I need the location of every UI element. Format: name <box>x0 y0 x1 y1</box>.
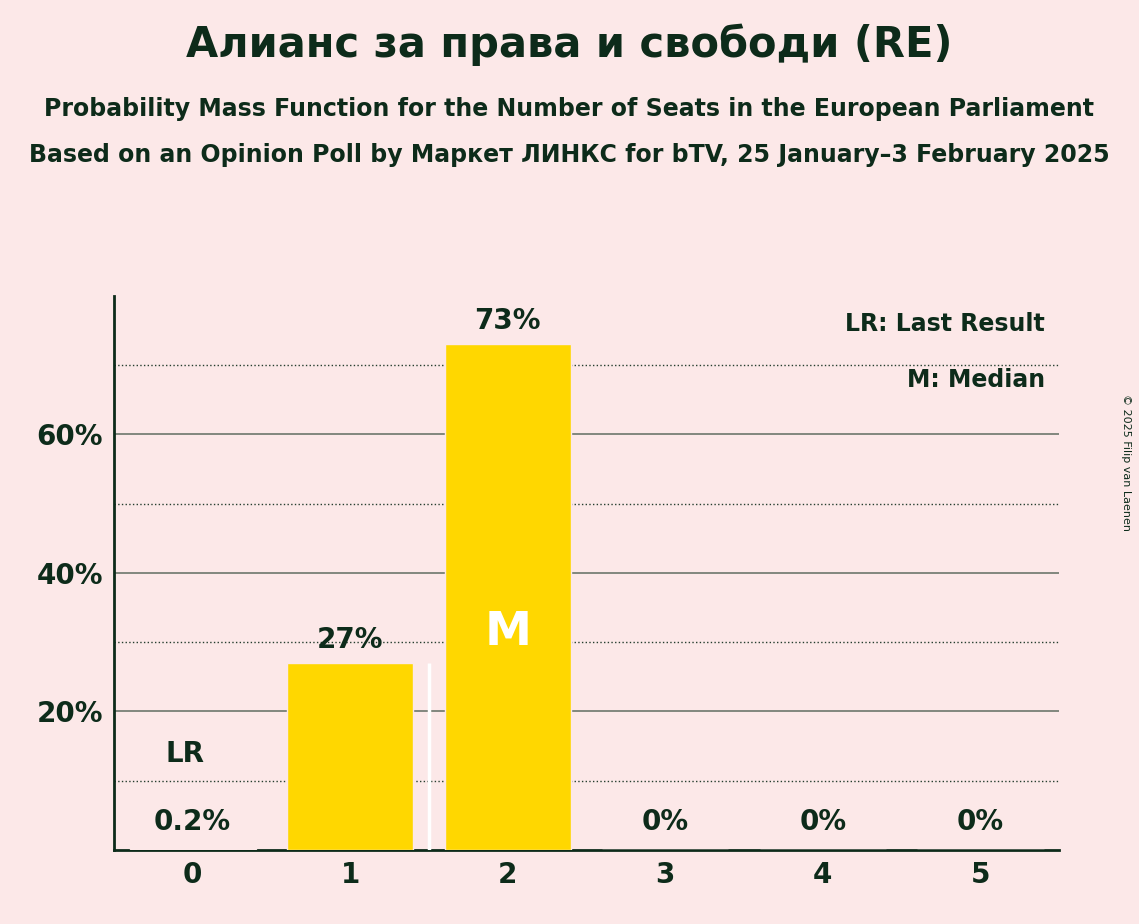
Bar <box>287 663 413 850</box>
Text: 0%: 0% <box>641 808 689 836</box>
Text: Probability Mass Function for the Number of Seats in the European Parliament: Probability Mass Function for the Number… <box>44 97 1095 121</box>
Text: 0%: 0% <box>800 808 846 836</box>
Text: Алианс за права и свободи (RE): Алианс за права и свободи (RE) <box>187 23 952 66</box>
Text: M: M <box>484 610 531 655</box>
Text: LR: LR <box>165 740 204 769</box>
Bar <box>130 848 256 850</box>
Text: © 2025 Filip van Laenen: © 2025 Filip van Laenen <box>1121 394 1131 530</box>
Text: 27%: 27% <box>317 626 384 654</box>
Text: LR: Last Result: LR: Last Result <box>845 312 1046 336</box>
Text: 73%: 73% <box>475 307 541 335</box>
Text: M: Median: M: Median <box>907 368 1046 392</box>
Text: Based on an Opinion Poll by Маркет ЛИНКС for bTV, 25 January–3 February 2025: Based on an Opinion Poll by Маркет ЛИНКС… <box>30 143 1109 167</box>
Bar <box>444 345 571 850</box>
Text: 0%: 0% <box>957 808 1005 836</box>
Text: 0.2%: 0.2% <box>154 808 231 836</box>
